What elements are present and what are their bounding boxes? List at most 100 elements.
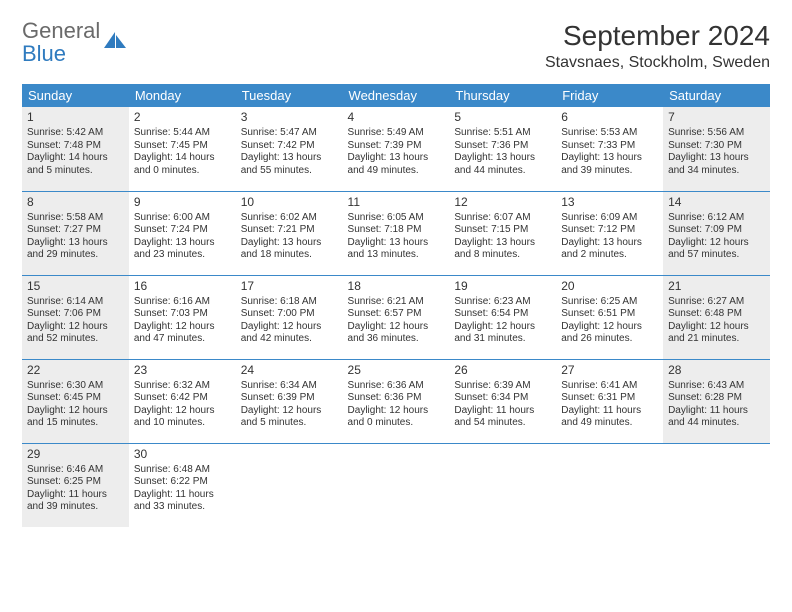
- day-number: 16: [134, 279, 231, 294]
- calendar-cell: 20Sunrise: 6:25 AMSunset: 6:51 PMDayligh…: [556, 275, 663, 359]
- cell-daylight2: and 31 minutes.: [454, 333, 551, 346]
- cell-daylight1: Daylight: 13 hours: [27, 237, 124, 250]
- cell-sunrise: Sunrise: 6:46 AM: [27, 464, 124, 477]
- cell-daylight2: and 18 minutes.: [241, 249, 338, 262]
- day-number: 8: [27, 195, 124, 210]
- cell-daylight1: Daylight: 12 hours: [348, 321, 445, 334]
- cell-sunset: Sunset: 6:51 PM: [561, 308, 658, 321]
- cell-sunset: Sunset: 6:57 PM: [348, 308, 445, 321]
- cell-daylight1: Daylight: 12 hours: [134, 321, 231, 334]
- calendar-cell: 18Sunrise: 6:21 AMSunset: 6:57 PMDayligh…: [343, 275, 450, 359]
- cell-daylight2: and 29 minutes.: [27, 249, 124, 262]
- day-number: 14: [668, 195, 765, 210]
- cell-sunset: Sunset: 7:21 PM: [241, 224, 338, 237]
- cell-daylight1: Daylight: 13 hours: [454, 237, 551, 250]
- cell-sunset: Sunset: 6:45 PM: [27, 392, 124, 405]
- cell-daylight2: and 54 minutes.: [454, 417, 551, 430]
- calendar-cell: 6Sunrise: 5:53 AMSunset: 7:33 PMDaylight…: [556, 107, 663, 191]
- calendar-cell: 11Sunrise: 6:05 AMSunset: 7:18 PMDayligh…: [343, 191, 450, 275]
- day-number: 22: [27, 363, 124, 378]
- cell-daylight2: and 21 minutes.: [668, 333, 765, 346]
- calendar-cell: 16Sunrise: 6:16 AMSunset: 7:03 PMDayligh…: [129, 275, 236, 359]
- calendar-cell: 14Sunrise: 6:12 AMSunset: 7:09 PMDayligh…: [663, 191, 770, 275]
- cell-sunrise: Sunrise: 6:21 AM: [348, 296, 445, 309]
- cell-daylight1: Daylight: 12 hours: [241, 405, 338, 418]
- cell-sunrise: Sunrise: 6:09 AM: [561, 212, 658, 225]
- calendar-cell: [343, 443, 450, 527]
- calendar-cell: 29Sunrise: 6:46 AMSunset: 6:25 PMDayligh…: [22, 443, 129, 527]
- calendar-cell: 25Sunrise: 6:36 AMSunset: 6:36 PMDayligh…: [343, 359, 450, 443]
- cell-daylight2: and 34 minutes.: [668, 165, 765, 178]
- cell-sunset: Sunset: 6:22 PM: [134, 476, 231, 489]
- cell-daylight2: and 47 minutes.: [134, 333, 231, 346]
- calendar-cell: 8Sunrise: 5:58 AMSunset: 7:27 PMDaylight…: [22, 191, 129, 275]
- day-number: 7: [668, 110, 765, 125]
- calendar-cell: 7Sunrise: 5:56 AMSunset: 7:30 PMDaylight…: [663, 107, 770, 191]
- day-number: 9: [134, 195, 231, 210]
- day-number: 10: [241, 195, 338, 210]
- cell-sunrise: Sunrise: 6:12 AM: [668, 212, 765, 225]
- cell-daylight2: and 39 minutes.: [561, 165, 658, 178]
- calendar-cell: 27Sunrise: 6:41 AMSunset: 6:31 PMDayligh…: [556, 359, 663, 443]
- cell-sunset: Sunset: 7:39 PM: [348, 140, 445, 153]
- cell-daylight2: and 33 minutes.: [134, 501, 231, 514]
- cell-sunrise: Sunrise: 6:18 AM: [241, 296, 338, 309]
- cell-sunset: Sunset: 7:36 PM: [454, 140, 551, 153]
- cell-sunrise: Sunrise: 5:49 AM: [348, 127, 445, 140]
- location: Stavsnaes, Stockholm, Sweden: [545, 54, 770, 72]
- cell-sunrise: Sunrise: 6:02 AM: [241, 212, 338, 225]
- day-number: 12: [454, 195, 551, 210]
- day-number: 20: [561, 279, 658, 294]
- cell-daylight2: and 23 minutes.: [134, 249, 231, 262]
- calendar-body: 1Sunrise: 5:42 AMSunset: 7:48 PMDaylight…: [22, 107, 770, 527]
- cell-sunrise: Sunrise: 6:00 AM: [134, 212, 231, 225]
- cell-sunset: Sunset: 7:15 PM: [454, 224, 551, 237]
- cell-daylight1: Daylight: 12 hours: [561, 321, 658, 334]
- calendar-row: 22Sunrise: 6:30 AMSunset: 6:45 PMDayligh…: [22, 359, 770, 443]
- cell-daylight2: and 44 minutes.: [454, 165, 551, 178]
- calendar-table: SundayMondayTuesdayWednesdayThursdayFrid…: [22, 84, 770, 527]
- cell-sunset: Sunset: 6:39 PM: [241, 392, 338, 405]
- cell-daylight1: Daylight: 13 hours: [454, 152, 551, 165]
- calendar-cell: 19Sunrise: 6:23 AMSunset: 6:54 PMDayligh…: [449, 275, 556, 359]
- calendar-cell: [236, 443, 343, 527]
- cell-sunset: Sunset: 7:00 PM: [241, 308, 338, 321]
- day-number: 2: [134, 110, 231, 125]
- cell-sunset: Sunset: 7:12 PM: [561, 224, 658, 237]
- cell-sunrise: Sunrise: 6:16 AM: [134, 296, 231, 309]
- cell-daylight2: and 49 minutes.: [561, 417, 658, 430]
- cell-daylight1: Daylight: 13 hours: [241, 152, 338, 165]
- cell-sunset: Sunset: 7:48 PM: [27, 140, 124, 153]
- cell-daylight2: and 39 minutes.: [27, 501, 124, 514]
- calendar-row: 8Sunrise: 5:58 AMSunset: 7:27 PMDaylight…: [22, 191, 770, 275]
- cell-sunrise: Sunrise: 6:36 AM: [348, 380, 445, 393]
- cell-daylight1: Daylight: 13 hours: [561, 152, 658, 165]
- day-header: Friday: [556, 84, 663, 107]
- calendar-cell: [556, 443, 663, 527]
- cell-daylight1: Daylight: 12 hours: [348, 405, 445, 418]
- calendar-cell: 21Sunrise: 6:27 AMSunset: 6:48 PMDayligh…: [663, 275, 770, 359]
- calendar-cell: 23Sunrise: 6:32 AMSunset: 6:42 PMDayligh…: [129, 359, 236, 443]
- logo-text-block: General Blue: [22, 20, 100, 66]
- cell-daylight1: Daylight: 13 hours: [348, 237, 445, 250]
- cell-daylight1: Daylight: 12 hours: [27, 321, 124, 334]
- cell-sunset: Sunset: 6:25 PM: [27, 476, 124, 489]
- cell-daylight1: Daylight: 11 hours: [134, 489, 231, 502]
- day-header: Sunday: [22, 84, 129, 107]
- sail-icon: [102, 30, 128, 57]
- day-number: 30: [134, 447, 231, 462]
- header: General Blue September 2024 Stavsnaes, S…: [22, 20, 770, 72]
- cell-daylight2: and 13 minutes.: [348, 249, 445, 262]
- cell-sunset: Sunset: 7:42 PM: [241, 140, 338, 153]
- day-number: 26: [454, 363, 551, 378]
- cell-sunrise: Sunrise: 6:23 AM: [454, 296, 551, 309]
- calendar-cell: 2Sunrise: 5:44 AMSunset: 7:45 PMDaylight…: [129, 107, 236, 191]
- cell-sunset: Sunset: 7:06 PM: [27, 308, 124, 321]
- cell-sunrise: Sunrise: 5:47 AM: [241, 127, 338, 140]
- cell-sunset: Sunset: 6:28 PM: [668, 392, 765, 405]
- day-number: 11: [348, 195, 445, 210]
- cell-sunset: Sunset: 6:42 PM: [134, 392, 231, 405]
- cell-daylight1: Daylight: 11 hours: [454, 405, 551, 418]
- calendar-cell: 30Sunrise: 6:48 AMSunset: 6:22 PMDayligh…: [129, 443, 236, 527]
- cell-daylight2: and 26 minutes.: [561, 333, 658, 346]
